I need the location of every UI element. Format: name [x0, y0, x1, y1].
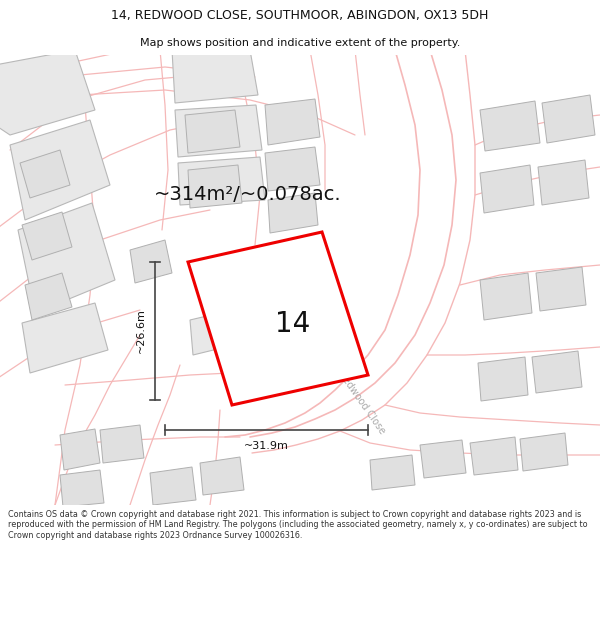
- Polygon shape: [10, 120, 110, 220]
- Polygon shape: [538, 160, 589, 205]
- Polygon shape: [20, 150, 70, 198]
- Polygon shape: [520, 433, 568, 471]
- Text: Map shows position and indicative extent of the property.: Map shows position and indicative extent…: [140, 38, 460, 48]
- Polygon shape: [150, 467, 196, 505]
- Polygon shape: [100, 425, 144, 463]
- Polygon shape: [188, 232, 368, 405]
- Polygon shape: [250, 240, 302, 290]
- Polygon shape: [280, 295, 326, 340]
- Polygon shape: [185, 110, 240, 153]
- Text: 14, REDWOOD CLOSE, SOUTHMOOR, ABINGDON, OX13 5DH: 14, REDWOOD CLOSE, SOUTHMOOR, ABINGDON, …: [112, 9, 488, 22]
- Polygon shape: [60, 470, 104, 507]
- Polygon shape: [532, 351, 582, 393]
- Polygon shape: [265, 99, 320, 145]
- Polygon shape: [200, 457, 244, 495]
- Polygon shape: [22, 212, 72, 260]
- Text: Redwood Close: Redwood Close: [337, 370, 388, 436]
- Polygon shape: [265, 147, 320, 191]
- Polygon shape: [420, 440, 466, 478]
- Polygon shape: [480, 273, 532, 320]
- Polygon shape: [470, 437, 518, 475]
- Polygon shape: [178, 157, 265, 205]
- Text: ~31.9m: ~31.9m: [244, 441, 289, 451]
- Polygon shape: [60, 429, 100, 470]
- Polygon shape: [22, 303, 108, 373]
- Polygon shape: [542, 95, 595, 143]
- Text: ~26.6m: ~26.6m: [136, 309, 146, 354]
- Polygon shape: [268, 193, 318, 233]
- Text: 14: 14: [275, 309, 310, 338]
- Polygon shape: [25, 273, 72, 320]
- Text: Contains OS data © Crown copyright and database right 2021. This information is : Contains OS data © Crown copyright and d…: [8, 510, 587, 539]
- Polygon shape: [188, 165, 242, 208]
- Polygon shape: [480, 165, 534, 213]
- Polygon shape: [18, 203, 115, 313]
- Polygon shape: [172, 50, 258, 103]
- Polygon shape: [0, 50, 95, 135]
- Polygon shape: [480, 101, 540, 151]
- Polygon shape: [478, 357, 528, 401]
- Polygon shape: [536, 267, 586, 311]
- Polygon shape: [130, 240, 172, 283]
- Text: ~314m²/~0.078ac.: ~314m²/~0.078ac.: [154, 186, 342, 204]
- Polygon shape: [370, 455, 415, 490]
- Polygon shape: [230, 355, 274, 398]
- Polygon shape: [175, 105, 262, 157]
- Polygon shape: [190, 311, 234, 355]
